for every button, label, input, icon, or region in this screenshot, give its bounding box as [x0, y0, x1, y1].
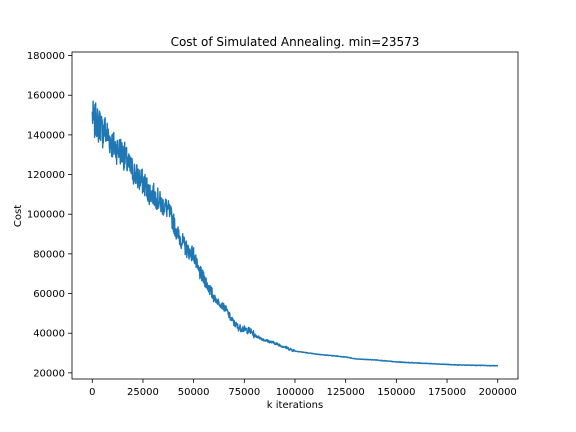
x-tick-label: 25000 [127, 387, 159, 398]
y-tick-label: 140000 [27, 130, 65, 141]
series-line-cost [91, 100, 499, 367]
x-tick-label: 100000 [276, 387, 314, 398]
y-axis: 20000 40000 60000 80000 100000 120000 140000 16… [27, 51, 72, 379]
x-axis-label: k iterations [267, 400, 323, 411]
x-axis: 0 25000 50000 75000 100000 125000 150000 175000… [89, 379, 517, 398]
x-tick-label: 175000 [428, 387, 466, 398]
y-tick-label: 80000 [33, 249, 65, 260]
x-tick-label: 200000 [479, 387, 517, 398]
y-axis-label: Cost [13, 205, 24, 227]
x-tick-label: 150000 [377, 387, 415, 398]
x-tick-label: 75000 [228, 387, 260, 398]
y-tick-label: 120000 [27, 170, 65, 181]
chart-title: Cost of Simulated Annealing. min=23573 [171, 35, 420, 49]
y-tick-label: 40000 [33, 329, 65, 340]
y-tick-label: 20000 [33, 368, 65, 379]
y-tick-label: 60000 [33, 289, 65, 300]
y-tick-label: 160000 [27, 91, 65, 102]
y-tick-label: 100000 [27, 210, 65, 221]
x-tick-label: 0 [89, 387, 95, 398]
x-tick-label: 125000 [327, 387, 365, 398]
x-tick-label: 50000 [178, 387, 210, 398]
y-tick-label: 180000 [27, 51, 65, 62]
